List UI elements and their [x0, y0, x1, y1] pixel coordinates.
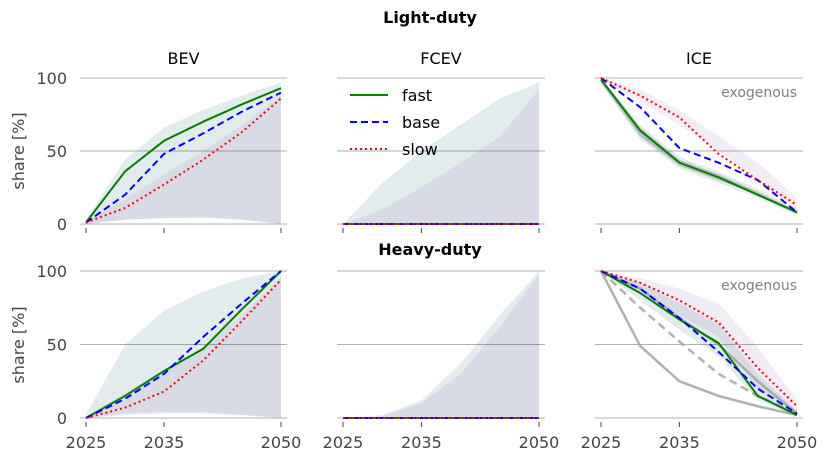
exogenous-annotation: exogenous — [721, 85, 797, 101]
x-tick-label: 2050 — [519, 433, 560, 452]
x-tick-label: 2025 — [66, 433, 107, 452]
band-base — [601, 271, 797, 417]
y-tick-label: 0 — [57, 409, 67, 428]
band-slow — [343, 89, 539, 225]
band-base — [343, 271, 539, 418]
y-tick-label: 0 — [57, 215, 67, 234]
legend: fast base slow — [350, 86, 440, 159]
panel-3: 0 50 100 2025 2035 2050 — [36, 262, 301, 452]
x-tick-label: 2035 — [659, 433, 700, 452]
x-tick-label: 2035 — [401, 433, 442, 452]
series-line-base — [600, 77, 798, 214]
x-tick-label: 2025 — [323, 433, 364, 452]
series-line-slow — [600, 77, 798, 206]
band-fast — [86, 271, 281, 418]
x-tick-label: 2050 — [777, 433, 818, 452]
y-tick-label: 50 — [47, 142, 67, 161]
x-tick-label: 2035 — [144, 433, 185, 452]
legend-label-fast: fast — [402, 86, 432, 105]
legend-label-slow: slow — [402, 140, 438, 159]
panel-title: ICE — [686, 49, 712, 68]
exogenous-annotation: exogenous — [721, 278, 797, 294]
y-tick-label: 50 — [47, 336, 67, 355]
band-base — [343, 82, 539, 224]
series-line-base — [85, 91, 282, 224]
light-duty-title: Light-duty — [383, 8, 477, 27]
y-axis-label-top: share [%] — [9, 112, 28, 189]
band-fast — [343, 82, 539, 224]
legend-label-base: base — [402, 113, 440, 132]
series-line-base — [600, 270, 798, 415]
band-slow — [86, 276, 281, 418]
x-tick-label: 2025 — [581, 433, 622, 452]
band-slow — [86, 95, 281, 225]
series-line-fast — [85, 270, 282, 419]
band-base — [86, 271, 281, 418]
panel-2: ICE exogenous — [595, 49, 803, 233]
panel-1: FCEV fast base slow — [337, 49, 545, 233]
series-line-fast — [600, 270, 798, 416]
heavy-duty-title: Heavy-duty — [378, 240, 482, 259]
band-slow — [343, 273, 539, 418]
panel-title: BEV — [167, 49, 199, 68]
y-tick-label: 100 — [36, 262, 67, 281]
y-axis-label-bottom: share [%] — [9, 306, 28, 383]
panel-4: 2025 2035 2050 — [323, 270, 560, 452]
series-line-slow — [85, 97, 282, 224]
band-fast — [601, 271, 797, 417]
series-line-base — [85, 270, 282, 419]
x-tick-label: 2050 — [261, 433, 302, 452]
band-fast — [343, 271, 539, 418]
panel-0: 0 50 100 BEV — [36, 49, 287, 234]
series-line-fast — [600, 78, 798, 214]
panel-title: FCEV — [420, 49, 461, 68]
series-line-fast — [85, 87, 282, 224]
exogenous-lower — [599, 270, 798, 417]
band-slow — [601, 271, 797, 414]
panel-5: 2025 2035 2050 exogenous — [581, 269, 818, 452]
series-line-slow — [600, 270, 798, 407]
y-tick-label: 100 — [36, 69, 67, 88]
